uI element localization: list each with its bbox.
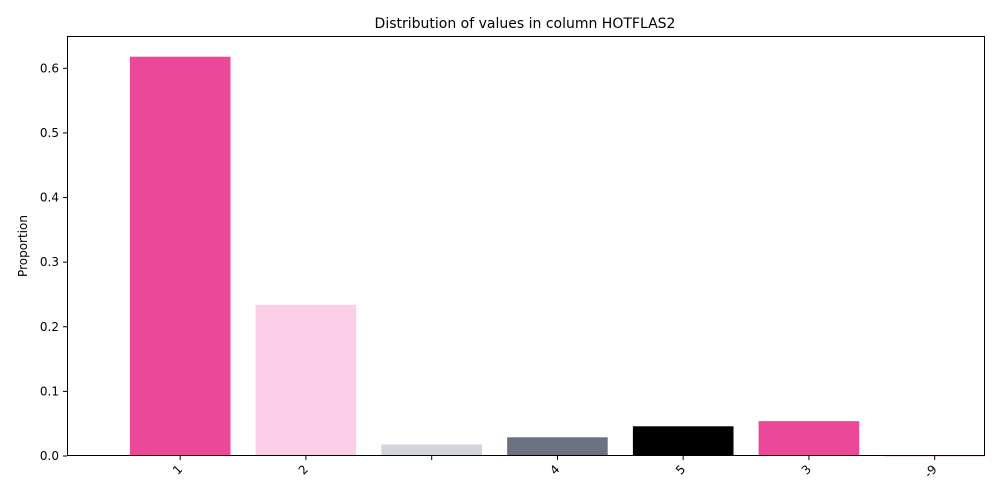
x-tick-label-0: 1 <box>170 462 185 477</box>
y-tick-label-4: 0.4 <box>40 191 59 205</box>
bar-2 <box>381 444 482 456</box>
bar-4 <box>632 426 734 456</box>
bar-0 <box>129 56 231 456</box>
y-tick-label-5: 0.5 <box>40 126 59 140</box>
y-axis-label: Proportion <box>16 215 30 277</box>
y-tick-label-1: 0.1 <box>40 384 59 398</box>
bar-1 <box>255 304 357 456</box>
x-axis: 1 2 4 5 3 -9 <box>170 456 940 481</box>
x-tick-label-6: -9 <box>921 462 939 480</box>
x-tick-label-5: 3 <box>799 462 814 477</box>
x-tick-label-4: 5 <box>673 462 688 477</box>
bar-3 <box>507 437 608 456</box>
plot-frame <box>67 36 985 456</box>
y-tick-label-0: 0.0 <box>40 449 59 463</box>
x-tick-label-3: 4 <box>547 462 562 477</box>
y-tick-label-2: 0.2 <box>40 320 59 334</box>
bar-5 <box>758 421 860 456</box>
y-tick-label-3: 0.3 <box>40 255 59 269</box>
chart-title: Distribution of values in column HOTFLAS… <box>375 16 676 32</box>
y-axis: 0.0 0.1 0.2 0.3 0.4 0.5 0.6 <box>40 61 67 463</box>
y-tick-label-6: 0.6 <box>40 61 59 75</box>
x-tick-label-1: 2 <box>296 462 311 477</box>
bars-layer <box>129 56 985 457</box>
